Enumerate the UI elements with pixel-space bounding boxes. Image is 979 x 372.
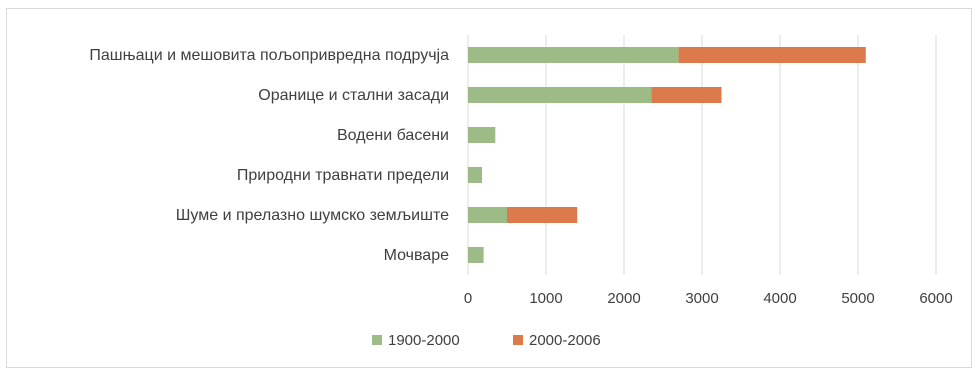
bar-2000-2006-0 xyxy=(678,47,866,63)
category-labels: Пашњаци и мешовита пољопривредна подручј… xyxy=(89,47,449,264)
category-label: Шуме и прелазно шумско земљиште xyxy=(176,207,449,224)
x-tick-labels: 0 1000 2000 3000 4000 5000 6000 xyxy=(464,290,953,307)
bar-1900-2000-3 xyxy=(468,167,483,183)
x-tick-label: 4000 xyxy=(763,290,796,307)
x-tick-label: 0 xyxy=(464,290,472,307)
bar-1900-2000-1 xyxy=(468,87,652,103)
bar-1900-2000-0 xyxy=(468,47,679,63)
x-tick-label: 1000 xyxy=(529,290,562,307)
legend-swatch-1900-2000 xyxy=(372,335,382,345)
legend: 1900-2000 2000-2006 xyxy=(372,332,601,349)
bar-2000-2006-4 xyxy=(507,207,578,223)
bar-2000-2006-1 xyxy=(651,87,722,103)
bar-1900-2000-4 xyxy=(468,207,507,223)
chart-frame xyxy=(6,8,972,368)
category-label: Пашњаци и мешовита пољопривредна подручј… xyxy=(89,47,449,64)
category-label: Оранице и стални засади xyxy=(258,87,449,104)
bar-1900-2000-5 xyxy=(468,247,484,263)
bar-1900-2000-2 xyxy=(468,127,496,143)
gridlines xyxy=(467,35,937,275)
category-label: Мочваре xyxy=(384,247,450,264)
x-tick-label: 6000 xyxy=(919,290,952,307)
bars xyxy=(468,47,866,263)
legend-label-1900-2000: 1900-2000 xyxy=(388,332,460,349)
x-tick-label: 5000 xyxy=(841,290,874,307)
category-label: Природни травнати предели xyxy=(237,167,449,184)
x-tick-label: 3000 xyxy=(685,290,718,307)
legend-label-2000-2006: 2000-2006 xyxy=(529,332,601,349)
category-label: Водени басени xyxy=(337,127,449,144)
legend-swatch-2000-2006 xyxy=(513,335,523,345)
x-tick-label: 2000 xyxy=(607,290,640,307)
